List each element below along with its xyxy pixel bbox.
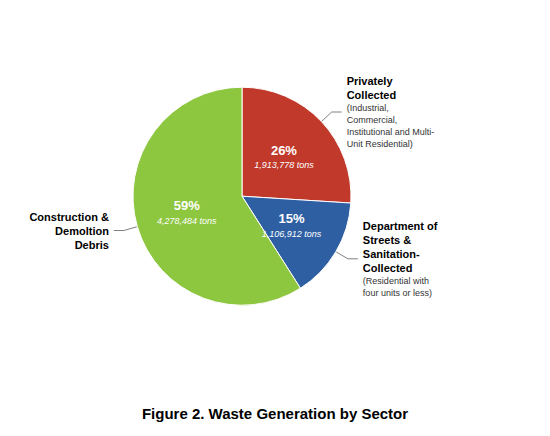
svg-text:1,913,778 tons: 1,913,778 tons (254, 160, 314, 170)
svg-text:Commercial,: Commercial, (347, 115, 398, 125)
svg-text:Institutional and Multi-: Institutional and Multi- (347, 127, 435, 137)
svg-text:Construction &: Construction & (29, 211, 108, 223)
svg-text:Streets &: Streets & (363, 234, 411, 246)
svg-text:Demoltion: Demoltion (55, 225, 109, 237)
svg-text:Sanitation-: Sanitation- (363, 248, 420, 260)
svg-text:Collected: Collected (363, 262, 413, 274)
svg-text:Privately: Privately (347, 75, 394, 87)
svg-text:Department of: Department of (363, 220, 438, 232)
svg-text:Debris: Debris (75, 239, 109, 251)
svg-text:(Residential with: (Residential with (363, 276, 429, 286)
svg-text:Collected: Collected (347, 89, 397, 101)
svg-text:Unit Residential): Unit Residential) (347, 139, 413, 149)
svg-text:15%: 15% (278, 211, 304, 226)
svg-text:(Industrial,: (Industrial, (347, 103, 389, 113)
svg-text:26%: 26% (271, 143, 297, 158)
svg-text:Figure 2. Waste Generation by: Figure 2. Waste Generation by Sector (142, 405, 408, 422)
svg-text:59%: 59% (174, 198, 200, 213)
svg-text:four units or less): four units or less) (363, 288, 432, 298)
svg-text:4,278,484 tons: 4,278,484 tons (157, 216, 217, 226)
svg-text:1,106,912 tons: 1,106,912 tons (262, 229, 322, 239)
